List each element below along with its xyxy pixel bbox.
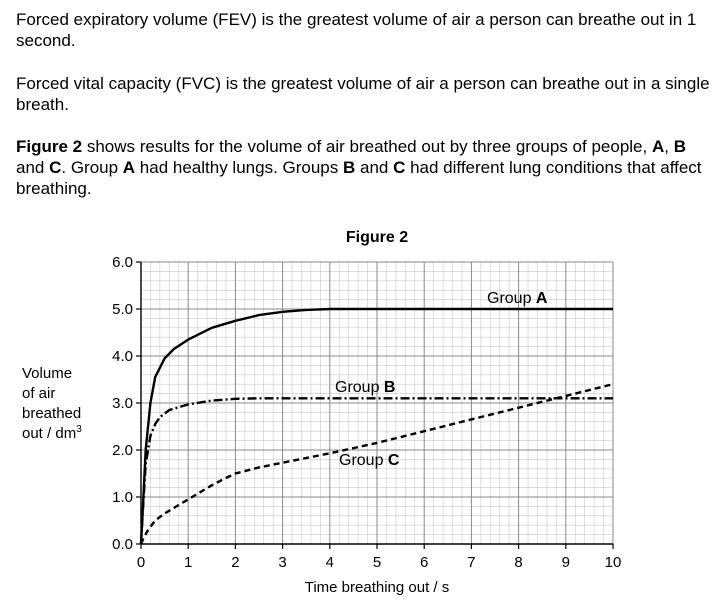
x-tick-label: 5: [373, 554, 381, 571]
x-tick-label: 8: [514, 554, 522, 571]
y-axis-title-line-1: Volume: [22, 365, 72, 382]
y-tick-label: 4.0: [112, 348, 133, 365]
figure-description: Figure 2 shows results for the volume of…: [16, 136, 718, 199]
desc-part3: had healthy lungs. Groups: [135, 158, 343, 177]
group-b-ref: B: [673, 137, 686, 156]
x-tick-label: 0: [137, 554, 145, 571]
group-a-ref: A: [651, 137, 665, 156]
x-tick-label: 10: [605, 554, 622, 571]
series-label-a: Group A: [487, 290, 548, 307]
x-tick-labels: 0 1 2 3 4 5 6 7 8 9 10: [137, 554, 622, 571]
x-tick-label: 2: [231, 554, 239, 571]
group-b-ref-2: B: [343, 158, 356, 177]
desc-part1: shows results for the volume of air brea…: [82, 137, 652, 156]
x-tick-label: 4: [326, 554, 334, 571]
series-line-b: [139, 397, 613, 545]
y-tick-label: 2.0: [112, 442, 133, 459]
y-tick-label: 3.0: [112, 395, 133, 412]
fev-definition: Forced expiratory volume (FEV) is the gr…: [16, 10, 697, 50]
y-axis-title-line-3: breathed: [22, 405, 81, 422]
x-tick-label: 7: [467, 554, 475, 571]
x-tick-label: 1: [184, 554, 192, 571]
series-label-b: Group B: [335, 379, 395, 396]
x-tick-label: 9: [562, 554, 570, 571]
y-tick-labels: 0.0 1.0 2.0 3.0 4.0 5.0 6.0: [112, 254, 133, 553]
y-axis-title-line-4: out / dm: [22, 425, 76, 442]
y-axis-title-line-2: of air: [22, 385, 55, 402]
x-tick-label: 6: [420, 554, 428, 571]
series-line-a: [139, 307, 613, 545]
figure-2-chart: Figure 2 0.0 1.0 2.0 3.0 4.0 5.0 6.0 0 1 2 3 4 5 6 7 8…: [22, 229, 622, 596]
axes: [136, 261, 614, 549]
y-axis-title: Volume of air breathed out / dm3: [22, 365, 85, 442]
desc-comma: ,: [664, 137, 674, 156]
y-tick-label: 0.0: [112, 536, 133, 553]
group-a-ref-2: A: [122, 158, 136, 177]
y-axis-title-sup: 3: [76, 424, 82, 435]
desc-part2: . Group: [61, 158, 123, 177]
group-c-ref: C: [49, 158, 62, 177]
y-tick-label: 6.0: [112, 254, 133, 271]
figure-ref: Figure 2: [16, 137, 83, 156]
series-line-c: [139, 383, 614, 545]
y-tick-label: 1.0: [112, 489, 133, 506]
group-c-ref-2: C: [393, 158, 406, 177]
x-axis-title: Time breathing out / s: [305, 579, 450, 596]
x-tick-label: 3: [278, 554, 286, 571]
desc-and: and: [16, 158, 50, 177]
series-lines: [139, 307, 614, 545]
series-label-c: Group C: [339, 452, 400, 469]
desc-and-2: and: [355, 158, 394, 177]
fvc-definition: Forced vital capacity (FVC) is the great…: [16, 74, 710, 114]
chart-title: Figure 2: [346, 229, 408, 246]
desc-part4: had different lung conditions that affec…: [16, 158, 702, 198]
y-tick-label: 5.0: [112, 301, 133, 318]
